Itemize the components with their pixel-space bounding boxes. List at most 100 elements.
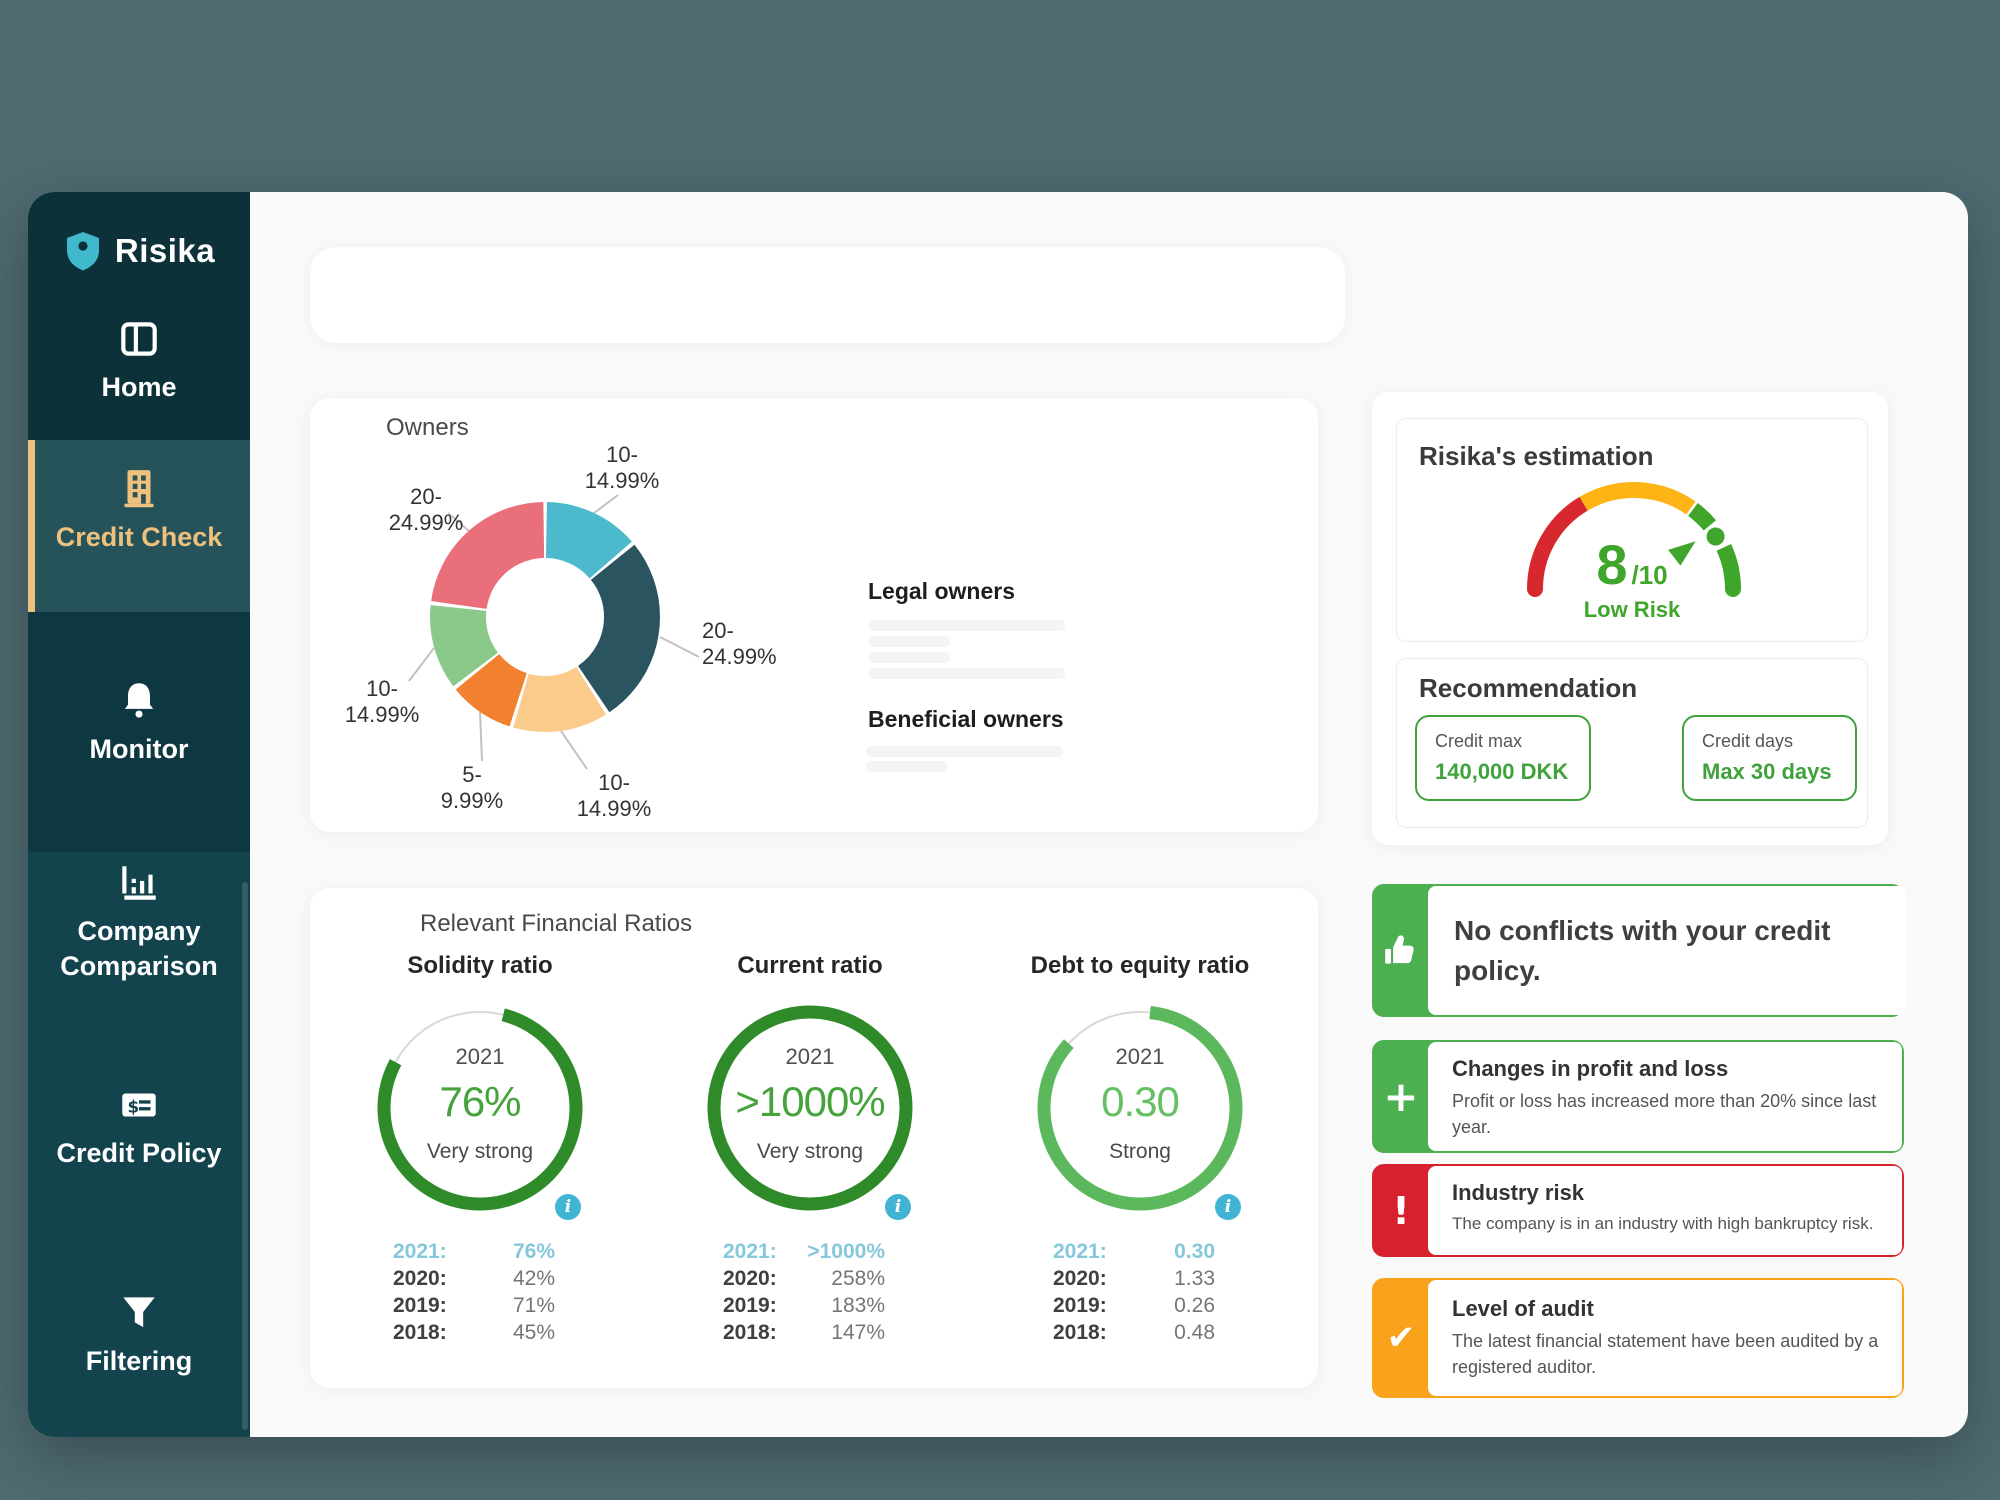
- donut-label-3: 5- 9.99%: [440, 762, 504, 813]
- info-icon[interactable]: i: [1215, 1194, 1241, 1220]
- bell-icon: [124, 683, 154, 718]
- gauge-title: Debt to equity ratio: [1030, 952, 1250, 979]
- gauge-value: 76%: [439, 1078, 521, 1125]
- debt-to-equity-gauge: Debt to equity ratio 2021 0.30 Strong i …: [975, 888, 1305, 1388]
- gauge-title: Current ratio: [737, 952, 883, 979]
- thumbs-up-icon: [1385, 934, 1414, 964]
- funnel-icon: [123, 1297, 155, 1328]
- solidity-ratio-gauge: Solidity ratio 2021 76% Very strong i 20…: [315, 888, 645, 1388]
- credit-max-value: 140,000 DKK: [1435, 759, 1569, 784]
- ratio-history-table: 2021: 0.30 2020: 1.33 2019: 0.26 2018: 0.48: [1053, 1240, 1215, 1344]
- search-input[interactable]: [310, 247, 1345, 343]
- alert-text: The latest financial statement have been…: [1452, 1331, 1879, 1378]
- placeholder-bar: [868, 668, 1065, 679]
- risika-shield-icon: [66, 232, 99, 271]
- app-logo[interactable]: Risika: [63, 230, 215, 272]
- sidebar-scrollbar[interactable]: [242, 882, 248, 1430]
- bar-chart-icon: [122, 866, 156, 900]
- app-logo-text: Risika: [114, 232, 216, 269]
- gauge-strength-label: Strong: [1109, 1140, 1171, 1163]
- gauge-year: 2021: [455, 1044, 505, 1069]
- placeholder-bar: [868, 652, 950, 663]
- placeholder-bar: [866, 761, 948, 772]
- home-icon: [121, 322, 157, 356]
- alert-text: Profit or loss has increased more than 2…: [1452, 1091, 1877, 1138]
- risk-score-max: /10: [1631, 560, 1668, 590]
- alert-level-of-audit: ✔ Level of audit The latest financial st…: [1372, 1278, 1904, 1398]
- ring-gauge: [707, 1005, 913, 1211]
- info-icon[interactable]: i: [555, 1194, 581, 1220]
- exclamation-icon: !: [1392, 1188, 1410, 1233]
- risika-estimation-panel: Risika's estimation 8 /10 Low Risk: [1396, 418, 1868, 642]
- alert-text: The company is in an industry with high …: [1452, 1214, 1874, 1233]
- gauge-value: 0.30: [1101, 1078, 1180, 1125]
- financial-ratios-card: Relevant Financial Ratios Solidity ratio…: [310, 888, 1318, 1388]
- gauge-title: Solidity ratio: [407, 952, 553, 979]
- credit-max-box: Credit max 140,000 DKK: [1415, 715, 1591, 801]
- plus-icon: +: [1383, 1072, 1419, 1121]
- gauge-value: >1000%: [735, 1078, 885, 1125]
- recommendation-title: Recommendation: [1419, 673, 1638, 703]
- sidebar-item-filtering[interactable]: Filtering: [28, 1262, 250, 1437]
- credit-max-label: Credit max: [1435, 731, 1523, 751]
- gauge-year: 2021: [785, 1044, 835, 1069]
- gauge-strength-label: Very strong: [426, 1140, 534, 1163]
- svg-text:$: $: [128, 1096, 140, 1116]
- donut-label-5: 20- 24.99%: [388, 484, 464, 535]
- sidebar: Risika Home: [28, 192, 250, 1437]
- sidebar-item-home[interactable]: Home: [44, 316, 234, 405]
- donut-label-1: 20- 24.99%: [702, 618, 777, 669]
- estimation-recommendation-card: Risika's estimation 8 /10 Low Risk Recom…: [1372, 392, 1888, 845]
- check-icon: ✔: [1386, 1318, 1416, 1358]
- alert-title: Level of audit: [1452, 1296, 1594, 1321]
- gauge-marker-dot: [1706, 527, 1725, 546]
- gauge-pointer: [1668, 541, 1696, 566]
- placeholder-bar: [866, 746, 1063, 757]
- ring-gauge: [377, 1005, 583, 1211]
- sidebar-item-company-comparison[interactable]: Company Comparison: [28, 852, 250, 1070]
- dollar-note-icon: $: [122, 1093, 156, 1117]
- info-icon[interactable]: i: [885, 1194, 911, 1220]
- gauge-strength-label: Very strong: [756, 1140, 864, 1163]
- owners-card: Owners 10- 14.99% 20- 24.99% 10- 14.99%: [310, 398, 1318, 832]
- alert-title: Industry risk: [1452, 1180, 1585, 1205]
- credit-days-label: Credit days: [1702, 731, 1794, 751]
- alert-profit-loss: + Changes in profit and loss Profit or l…: [1372, 1040, 1904, 1153]
- ratio-history-table: 2021: 76% 2020: 42% 2019: 71% 2018: 45%: [393, 1240, 555, 1344]
- gauge-year: 2021: [1115, 1044, 1165, 1069]
- credit-days-value: Max 30 days: [1702, 759, 1832, 784]
- donut-label-4: 10- 14.99%: [344, 676, 420, 727]
- building-icon: [124, 470, 154, 508]
- placeholder-bar: [868, 620, 1065, 631]
- donut-leader-lines: [408, 494, 700, 770]
- estimation-title: Risika's estimation: [1419, 441, 1654, 471]
- alert-message: No conflicts with your credit policy.: [1428, 886, 1906, 1015]
- alert-industry-risk: ! Industry risk The company is in an ind…: [1372, 1164, 1904, 1257]
- risk-gauge: [1527, 482, 1741, 597]
- donut-label-2: 10- 14.99%: [576, 770, 652, 821]
- risk-level-label: Low Risk: [1583, 597, 1681, 622]
- active-indicator: [28, 440, 35, 612]
- alert-no-conflicts: No conflicts with your credit policy.: [1372, 884, 1906, 1017]
- credit-days-box: Credit days Max 30 days: [1682, 715, 1857, 801]
- sidebar-item-monitor[interactable]: Monitor: [28, 612, 250, 852]
- risk-score: 8 /10: [1397, 537, 1867, 593]
- ring-gauge: [1037, 1005, 1243, 1211]
- alert-title: Changes in profit and loss: [1452, 1056, 1729, 1081]
- owners-card-title: Owners: [386, 414, 469, 441]
- app-window: Owners 10- 14.99% 20- 24.99% 10- 14.99%: [28, 192, 1968, 1437]
- search-bar: [310, 247, 1345, 343]
- placeholder-bar: [868, 636, 950, 647]
- beneficial-owners-heading: Beneficial owners: [868, 706, 1064, 732]
- sidebar-item-credit-check[interactable]: Credit Check: [28, 440, 250, 612]
- owners-donut-chart: [408, 494, 700, 770]
- ratios-card-title: Relevant Financial Ratios: [420, 910, 693, 937]
- risk-score-value: 8: [1596, 533, 1628, 596]
- owners-donut-segments: [430, 502, 660, 732]
- recommendation-panel: Recommendation Credit max 140,000 DKK Cr…: [1396, 658, 1868, 828]
- ratio-history-table: 2021: >1000% 2020: 258% 2019: 183% 2018: 147…: [723, 1240, 885, 1344]
- legal-owners-heading: Legal owners: [868, 578, 1015, 604]
- sidebar-item-credit-policy[interactable]: $ Credit Policy: [28, 1070, 250, 1262]
- donut-label-0: 10- 14.99%: [584, 442, 660, 493]
